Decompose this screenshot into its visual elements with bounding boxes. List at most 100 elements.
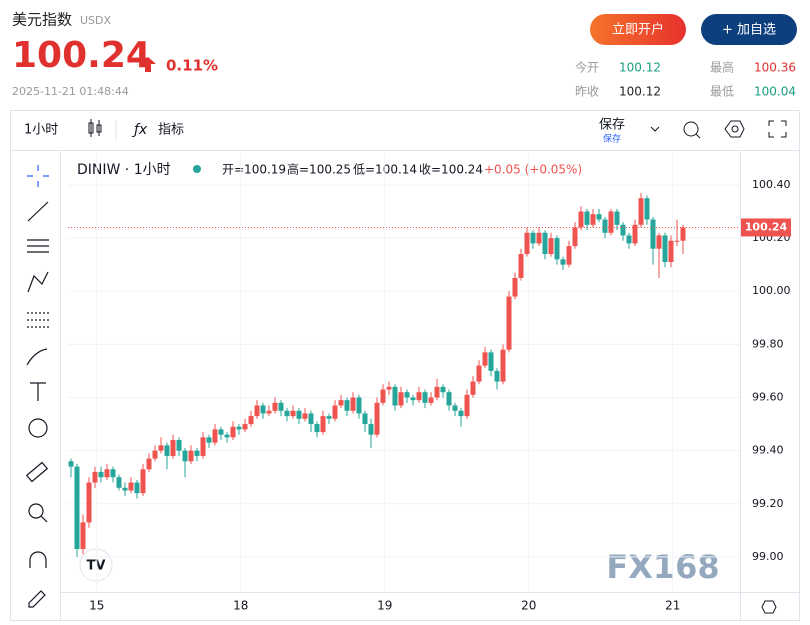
candle-body (422, 392, 428, 403)
y-tick-label: 100.00 (752, 284, 791, 297)
candle-body (68, 461, 74, 467)
candle-body (266, 410, 272, 414)
last-price-label: 100.24 (745, 220, 788, 233)
candle-body (296, 410, 302, 419)
candle-body (668, 240, 674, 262)
y-tick-label: 99.60 (752, 391, 784, 404)
candle-body (566, 246, 572, 265)
candle-body (122, 487, 128, 491)
candle-body (392, 386, 398, 406)
candle-body (206, 437, 212, 443)
candle-body (590, 214, 596, 225)
open-account-label: 立即开户 (612, 22, 664, 38)
indicators[interactable]: 指标 (158, 123, 184, 138)
candle-body (548, 238, 554, 255)
title: 美元指数 (12, 11, 72, 29)
candle-body (110, 469, 116, 478)
legend-open: 开=100.19 (222, 163, 286, 177)
candle-body (530, 232, 536, 244)
candle-body (320, 416, 326, 433)
candle-body (224, 434, 230, 438)
candle-body (338, 400, 344, 406)
save[interactable]: 保存 (599, 118, 625, 133)
candle-body (614, 211, 620, 225)
candle-body (140, 469, 146, 494)
candle-body (488, 352, 494, 371)
candle-body (608, 211, 614, 233)
stat-value: 100.12 (619, 85, 661, 99)
candle-body (578, 211, 584, 228)
candle-body (482, 352, 488, 366)
change: 0.11% (166, 57, 218, 75)
candle-body (374, 402, 380, 435)
candle-body (236, 426, 242, 430)
watermark: FX168 (606, 548, 719, 586)
candle-body (620, 224, 626, 236)
candle-body (230, 426, 236, 438)
fx-icon[interactable]: ƒx (131, 122, 148, 138)
candle-icon[interactable] (88, 119, 102, 137)
candle-body (188, 450, 194, 462)
stat-label: 最高 (710, 60, 734, 75)
candle-body (632, 224, 638, 244)
candle-body (584, 211, 590, 225)
candle-body (272, 402, 278, 411)
interval[interactable]: 1小时 (24, 123, 58, 138)
candle-body (410, 397, 416, 401)
candle-body (128, 482, 134, 491)
toolbar-icons[interactable] (683, 120, 787, 139)
candle-body (416, 392, 422, 401)
time: 2025-11-21 01:48:44 (12, 85, 129, 98)
candle-body (512, 277, 518, 297)
candle-body (248, 416, 254, 425)
open-account-button[interactable] (590, 14, 686, 45)
legend-close: 收=100.24 (419, 163, 483, 177)
candle-body (194, 450, 200, 456)
settings-icon[interactable] (761, 600, 777, 614)
candle-body (536, 232, 542, 244)
candle-body (284, 410, 290, 417)
watch-button[interactable] (701, 14, 797, 45)
candle-body (476, 365, 482, 382)
y-tick-label: 99.40 (752, 444, 784, 457)
drawing-tools[interactable] (25, 165, 49, 608)
candle-body (158, 445, 164, 451)
candle-body (146, 458, 152, 470)
candle-body (86, 482, 92, 523)
stat-label: 最低 (710, 85, 734, 99)
candle-body (428, 397, 434, 403)
candle-body (464, 394, 470, 417)
candle-body (308, 413, 314, 425)
candle-body (80, 522, 86, 549)
y-tick-label: 99.00 (752, 550, 784, 563)
candle-body (386, 386, 392, 390)
candle-body (368, 424, 374, 435)
stat-label: 昨收 (575, 85, 599, 99)
x-tick-label: 21 (665, 599, 680, 613)
candle-body (458, 410, 464, 417)
x-tick-label: 19 (377, 599, 392, 613)
candle-body (176, 440, 182, 451)
candle-body (398, 392, 404, 406)
candle-body (182, 450, 188, 462)
candle-body (470, 381, 476, 395)
stat-value: 100.12 (619, 61, 661, 75)
dropdown-icon[interactable] (650, 126, 660, 132)
candle-body (452, 405, 458, 411)
candle-body (254, 405, 260, 417)
legend-change: +0.05 (+0.05%) (484, 163, 582, 177)
candle-body (500, 349, 506, 382)
candle-body (596, 214, 602, 220)
candle-body (638, 198, 644, 225)
candle-body (200, 437, 206, 456)
candle-body (506, 296, 512, 350)
candle-body (164, 445, 170, 456)
status-dot (193, 165, 201, 173)
candle-body (344, 400, 350, 411)
candle-body (650, 219, 656, 249)
candle-body (134, 482, 140, 494)
chart-title: DINIW · 1小时 (77, 162, 171, 178)
candle-body (494, 370, 500, 382)
candle-body (332, 405, 338, 419)
candle-body (404, 392, 410, 398)
